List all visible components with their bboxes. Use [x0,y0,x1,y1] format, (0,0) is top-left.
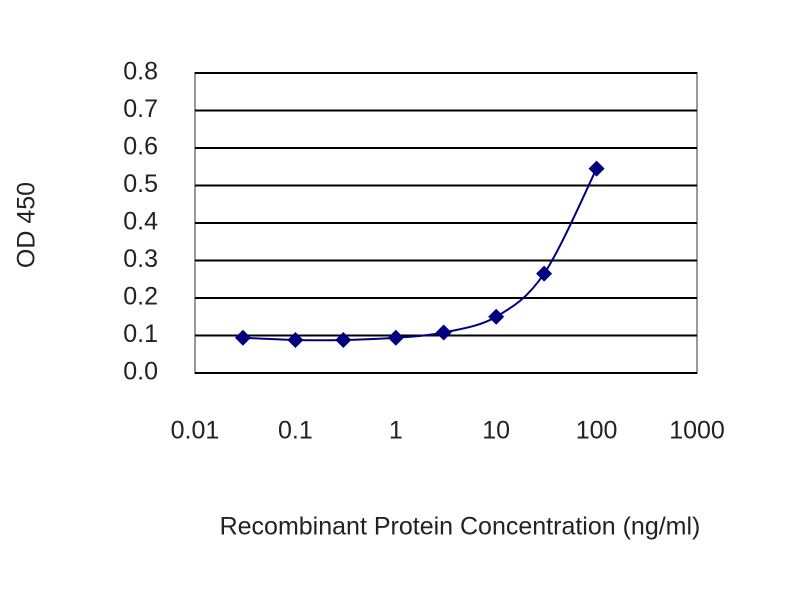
y-tick-label: 0.2 [123,283,158,311]
x-tick-label: 1000 [669,417,725,445]
data-point [335,332,352,348]
x-tick-label: 10 [482,417,510,445]
data-point [588,160,605,177]
data-point [435,324,452,341]
data-point [234,329,251,346]
y-tick-label: 0.3 [123,245,158,273]
y-axis-title: OD 450 [13,182,41,268]
y-tick-label: 0.6 [123,133,158,161]
y-tick-label: 0.5 [123,170,158,198]
y-tick-label: 0.4 [123,208,158,236]
x-tick-label: 100 [576,417,618,445]
y-tick-label: 0.0 [123,358,158,386]
x-tick-label: 1 [389,417,403,445]
data-point [287,332,304,348]
x-tick-label: 0.01 [171,417,220,445]
y-tick-label: 0.1 [123,320,158,348]
x-tick-label: 0.1 [278,417,313,445]
x-axis-title: Recombinant Protein Concentration (ng/ml… [220,513,701,541]
data-point [488,308,505,325]
y-tick-label: 0.8 [123,58,158,86]
y-tick-label: 0.7 [123,95,158,123]
data-point [536,265,553,282]
data-point [387,329,404,346]
